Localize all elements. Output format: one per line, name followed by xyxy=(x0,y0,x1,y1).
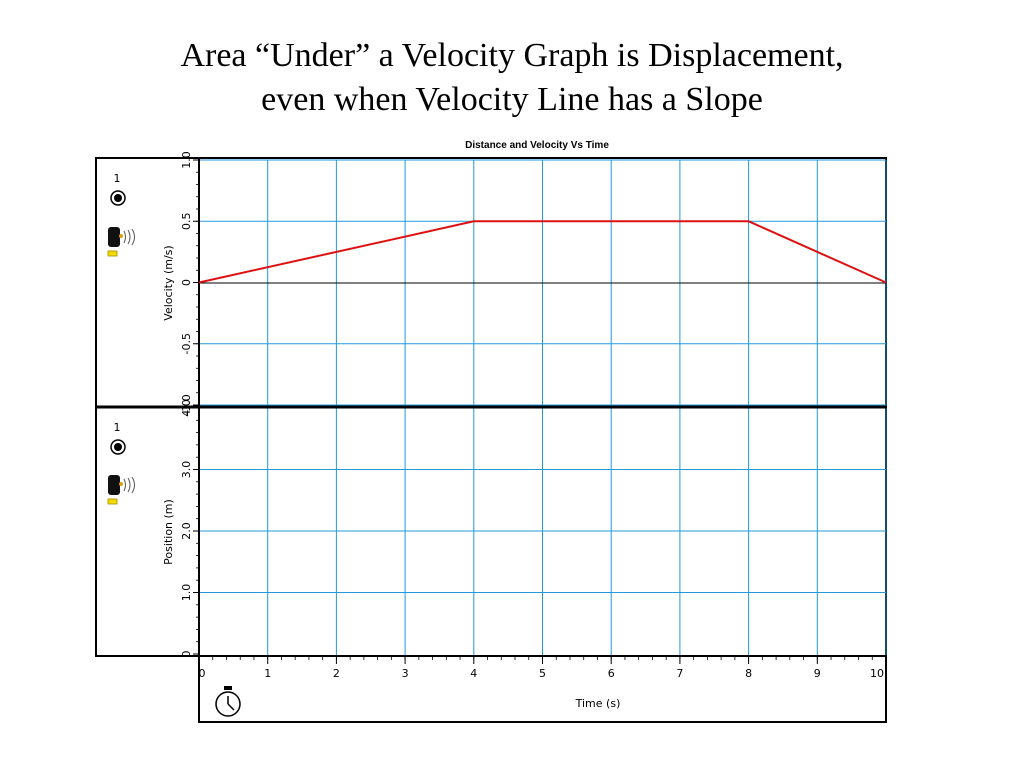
velocity-ytick-label-0.5: 0.5 xyxy=(180,213,193,231)
x-tick-label-8: 8 xyxy=(745,667,752,680)
velocity-series-group xyxy=(198,220,887,284)
time-axis-label: Time (s) xyxy=(575,697,621,710)
position-y-ticks: 4.0 3.0 2.0 1.0 0 xyxy=(180,399,199,658)
x-tick-label-1: 1 xyxy=(264,667,271,680)
velocity-motion-detector-icon xyxy=(107,227,135,257)
position-grid xyxy=(199,408,887,655)
velocity-ytick-label-1.0: 1.0 xyxy=(180,151,193,169)
slide-title-line-2: even when Velocity Line has a Slope xyxy=(261,81,763,118)
x-tick-label-6: 6 xyxy=(608,667,615,680)
velocity-series-line-0 xyxy=(198,220,887,284)
velocity-ytick-label--0.5: -0.5 xyxy=(180,333,193,354)
position-sensor-widget[interactable]: 1 xyxy=(107,421,135,505)
velocity-ytick-label--1.0: -1.0 xyxy=(180,394,193,415)
position-sensor-number: 1 xyxy=(114,421,121,434)
x-tick-label-10: 10 xyxy=(870,667,884,680)
x-tick-label-3: 3 xyxy=(402,667,409,680)
x-tick-label-4: 4 xyxy=(470,667,477,680)
velocity-sensor-target-icon xyxy=(110,190,126,206)
x-tick-label-5: 5 xyxy=(539,667,546,680)
position-ytick-label-0: 0 xyxy=(180,651,193,658)
velocity-y-ticks: 1.0 0.5 0 -0.5 -1.0 xyxy=(180,151,199,416)
slide-title-line-1: Area “Under” a Velocity Graph is Displac… xyxy=(180,37,844,74)
position-ytick-label-1.0: 1.0 xyxy=(180,584,193,602)
position-ytick-label-2.0: 2.0 xyxy=(180,522,193,540)
time-x-ticks: 0 1 2 3 4 5 6 7 8 9 10 xyxy=(198,656,887,680)
position-motion-detector-icon xyxy=(107,475,135,505)
velocity-axis-label: Velocity (m/s) xyxy=(162,245,175,320)
x-tick-label-0: 0 xyxy=(199,667,206,680)
x-tick-label-7: 7 xyxy=(676,667,683,680)
stopwatch-icon[interactable] xyxy=(215,686,241,717)
position-axis-label: Position (m) xyxy=(162,499,175,565)
velocity-ytick-label-0: 0 xyxy=(180,279,193,286)
x-tick-label-2: 2 xyxy=(333,667,340,680)
chart-title: Distance and Velocity Vs Time xyxy=(465,140,609,151)
slide-title: Area “Under” a Velocity Graph is Displac… xyxy=(0,34,1024,122)
position-sensor-target-icon xyxy=(110,439,126,455)
position-ytick-label-3.0: 3.0 xyxy=(180,461,193,479)
velocity-sensor-number: 1 xyxy=(114,172,121,185)
x-tick-label-9: 9 xyxy=(814,667,821,680)
time-axis-box xyxy=(198,656,887,723)
velocity-sensor-widget[interactable]: 1 xyxy=(107,172,135,257)
position-ytick-label-4.0: 4.0 xyxy=(180,399,193,417)
